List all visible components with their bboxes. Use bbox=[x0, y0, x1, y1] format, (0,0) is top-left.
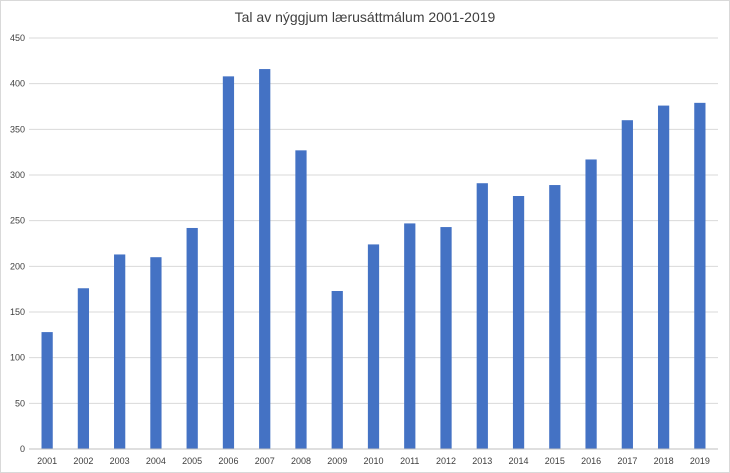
x-tick-label: 2001 bbox=[37, 456, 57, 466]
y-tick-label: 400 bbox=[10, 79, 25, 89]
x-tick-label: 2011 bbox=[400, 456, 419, 466]
bar-2004 bbox=[150, 257, 162, 449]
x-tick-label: 2015 bbox=[545, 456, 565, 466]
x-tick-label: 2003 bbox=[110, 456, 130, 466]
bar-2006 bbox=[222, 76, 235, 450]
bar-2014 bbox=[512, 196, 525, 449]
x-tick-label: 2014 bbox=[509, 456, 529, 466]
x-tick-label: 2010 bbox=[363, 456, 383, 466]
x-tick-label: 2019 bbox=[690, 456, 710, 466]
bar-2018 bbox=[657, 105, 670, 449]
bar-2013 bbox=[476, 183, 488, 449]
bar-2019 bbox=[694, 102, 706, 449]
bar-2017 bbox=[621, 120, 633, 449]
bar-2001 bbox=[41, 332, 53, 449]
bars bbox=[41, 69, 706, 450]
bar-2011 bbox=[404, 223, 416, 449]
x-tick-label: 2009 bbox=[327, 456, 347, 466]
y-tick-label: 50 bbox=[15, 398, 25, 408]
x-tick-label: 2008 bbox=[291, 456, 311, 466]
x-tick-label: 2005 bbox=[182, 456, 202, 466]
bar-2012 bbox=[440, 227, 452, 449]
x-tick-label: 2006 bbox=[218, 456, 238, 466]
y-tick-label: 450 bbox=[10, 33, 25, 43]
x-tick-label: 2002 bbox=[73, 456, 93, 466]
y-tick-label: 350 bbox=[10, 124, 25, 134]
y-tick-label: 0 bbox=[20, 444, 25, 454]
x-tick-label: 2004 bbox=[146, 456, 166, 466]
x-tick-label: 2017 bbox=[617, 456, 637, 466]
gridlines bbox=[29, 37, 718, 404]
y-tick-label: 150 bbox=[10, 307, 25, 317]
chart-title: Tal av nýggjum lærusáttmálum 2001-2019 bbox=[235, 9, 496, 25]
x-axis-ticks: 2001 2002 2003 2004 2005 2006 2007 2008 2009 2010… bbox=[37, 456, 710, 466]
bar-2009 bbox=[331, 290, 343, 449]
y-tick-label: 300 bbox=[10, 170, 25, 180]
bar-2002 bbox=[77, 288, 90, 449]
y-axis-ticks: 0 50 100 150 200 250 300 350 400 450 bbox=[10, 33, 25, 454]
y-tick-label: 100 bbox=[10, 353, 25, 363]
x-tick-label: 2018 bbox=[654, 456, 674, 466]
x-tick-label: 2016 bbox=[581, 456, 601, 466]
x-tick-label: 2012 bbox=[436, 456, 456, 466]
x-tick-label: 2013 bbox=[472, 456, 492, 466]
bar-2003 bbox=[114, 254, 126, 449]
bar-2008 bbox=[295, 150, 307, 449]
bar-2005 bbox=[186, 227, 198, 449]
bar-2007 bbox=[259, 69, 271, 449]
bar-2010 bbox=[367, 244, 380, 449]
bar-2015 bbox=[549, 185, 561, 449]
bar-2016 bbox=[585, 159, 597, 449]
x-tick-label: 2007 bbox=[255, 456, 275, 466]
y-tick-label: 250 bbox=[10, 216, 25, 226]
y-tick-label: 200 bbox=[10, 261, 25, 271]
